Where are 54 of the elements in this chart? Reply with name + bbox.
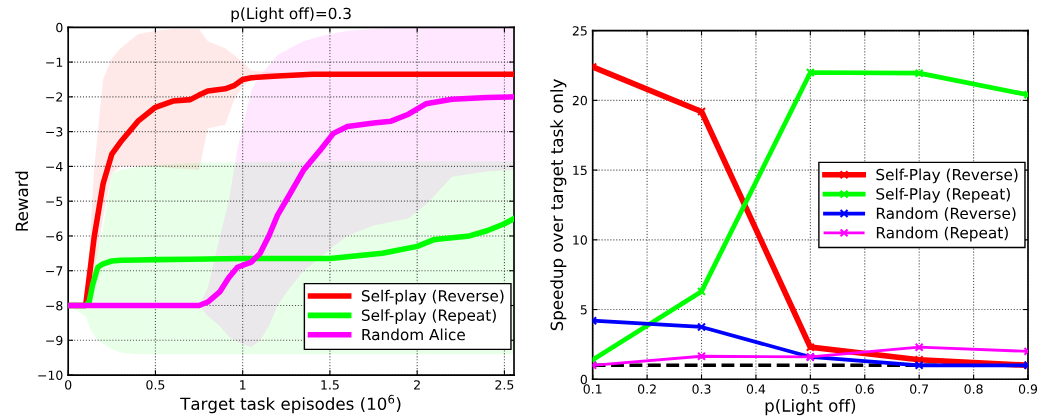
point — [697, 107, 707, 117]
legend-label: Self-play (Repeat) — [361, 309, 496, 324]
x-tick-label: 0.9 — [1018, 384, 1038, 394]
legend-label: Self-Play (Reverse) — [876, 168, 1018, 184]
y-tick-label: 10 — [573, 235, 587, 245]
point — [697, 322, 707, 332]
y-tick-label: −8 — [46, 300, 63, 311]
y-axis-title: Speedup over target task only — [550, 79, 567, 331]
x-tick-label: 2.5 — [495, 380, 514, 390]
x-tick-label: 0.1 — [583, 384, 602, 394]
x-tick-label: 0.2 — [637, 384, 656, 394]
y-tick-label: −9 — [46, 335, 63, 346]
y-axis-title: Reward — [15, 171, 29, 231]
y-tick-label: −3 — [46, 127, 63, 137]
x-tick-label: 0.4 — [746, 384, 766, 394]
y-tick-label: −2 — [46, 92, 63, 102]
legend-label: Self-Play (Repeat) — [876, 187, 1010, 203]
y-tick-label: 20 — [572, 95, 587, 106]
y-tick-label: −6 — [46, 231, 63, 241]
point — [914, 342, 924, 352]
point — [914, 355, 924, 365]
x-tick-label: 0.3 — [692, 384, 711, 394]
legend-label: Random (Reverse) — [876, 207, 1016, 221]
y-tick-label: −1 — [46, 57, 63, 67]
y-tick-label: −10 — [38, 370, 63, 380]
x-axis-title: Target task episodes (10$^{6}$) — [180, 394, 401, 414]
x-tick-label: 0.8 — [964, 384, 983, 394]
y-tick-label: 0 — [56, 22, 63, 33]
y-tick-label: 5 — [580, 305, 587, 315]
x-tick-label: 1.5 — [321, 380, 339, 390]
x-tick-label: 0.6 — [855, 384, 874, 394]
line-series — [592, 316, 1029, 370]
point — [914, 360, 924, 370]
point — [914, 68, 924, 78]
legend-label: Random Alice — [362, 328, 465, 341]
x-tick-label: 0.5 — [146, 380, 165, 390]
x-axis-title: p(Light off) — [765, 399, 856, 416]
legend-label: Self-play (Reverse) — [361, 289, 504, 305]
y-tick-label: −5 — [46, 196, 63, 207]
y-tick-label: 15 — [573, 165, 587, 176]
x-tick-label: 0.7 — [910, 384, 929, 394]
point — [697, 351, 707, 361]
x-tick-label: 0 — [65, 380, 72, 390]
y-tick-label: −4 — [46, 162, 63, 172]
chart-title: p(Light off)=0.3 — [231, 7, 351, 23]
y-tick-label: 25 — [572, 26, 587, 36]
point — [805, 67, 815, 77]
point — [805, 342, 815, 352]
x-tick-label: 1 — [240, 380, 246, 390]
x-tick-label: 2 — [414, 380, 420, 390]
x-tick-label: 0.5 — [801, 384, 820, 394]
y-tick-label: −7 — [46, 266, 63, 276]
legend-label: Random (Repeat) — [876, 226, 1008, 242]
point — [697, 286, 707, 296]
